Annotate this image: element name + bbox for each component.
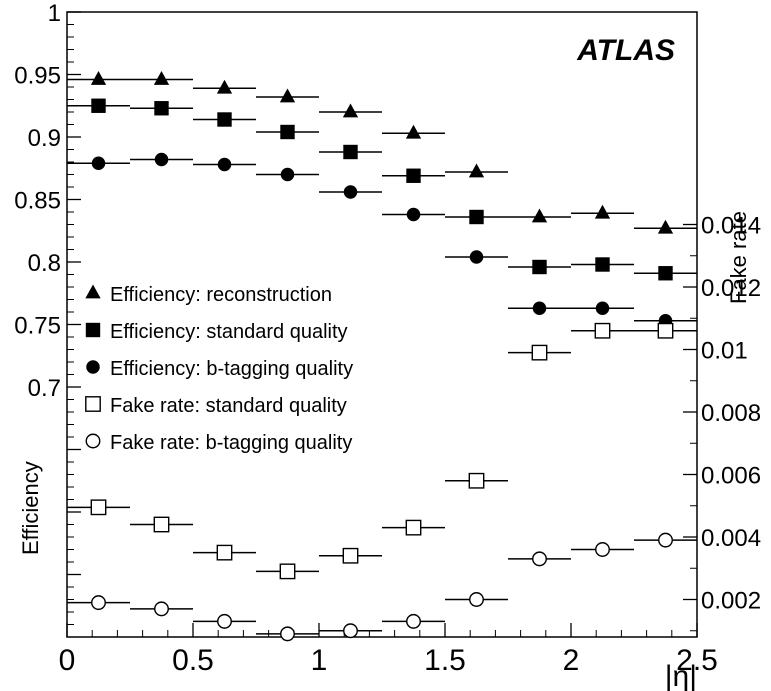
x-tick-label: 2 bbox=[563, 644, 580, 677]
data-point bbox=[343, 623, 358, 639]
axes: 0 0.5 1 1.5 2 2.5 0.7 0.75 0.8 0.85 0.9 0.95 1 0.002 0… bbox=[14, 0, 761, 677]
y-axis-right-label: Fake rate bbox=[726, 211, 751, 304]
data-point bbox=[405, 124, 422, 139]
series-filled-square bbox=[67, 98, 697, 281]
x-tick-label: 0 bbox=[59, 644, 76, 677]
data-series bbox=[67, 70, 697, 642]
y-right-tick-label: 0.002 bbox=[701, 588, 761, 615]
legend-marker bbox=[85, 433, 101, 449]
y-right-tick-label: 0.004 bbox=[701, 525, 761, 552]
series-filled-circle bbox=[67, 152, 697, 328]
series-open-square bbox=[67, 322, 697, 580]
y-left-tick-label: 0.7 bbox=[28, 375, 61, 402]
data-point bbox=[532, 551, 547, 567]
x-tick-label: 2.5 bbox=[676, 644, 718, 677]
data-point bbox=[154, 601, 169, 617]
data-point bbox=[595, 542, 610, 557]
y-right-tick-label: 0.006 bbox=[701, 463, 761, 490]
data-point bbox=[342, 547, 359, 564]
legend-item: Fake rate: standard quality bbox=[85, 395, 347, 417]
data-point bbox=[279, 563, 296, 580]
data-point bbox=[531, 208, 548, 223]
y-left-tick-label: 0.75 bbox=[14, 313, 61, 340]
legend-label: Fake rate: b-tagging quality bbox=[110, 432, 352, 454]
y-left-tick-label: 0.95 bbox=[14, 63, 61, 90]
data-point bbox=[406, 613, 421, 629]
data-point bbox=[595, 257, 610, 272]
y-left-tick-label: 1 bbox=[48, 0, 61, 27]
legend-item: Efficiency: reconstruction bbox=[85, 284, 332, 306]
data-point bbox=[594, 204, 611, 219]
legend-marker bbox=[86, 360, 100, 374]
legend: Efficiency: reconstruction Efficiency: st… bbox=[85, 284, 353, 454]
x-axis-label: |η| bbox=[665, 660, 697, 691]
data-point bbox=[280, 626, 295, 642]
series-open-circle bbox=[67, 532, 697, 642]
data-point bbox=[280, 124, 295, 140]
legend-marker bbox=[85, 322, 101, 338]
data-point bbox=[405, 519, 422, 536]
legend-item: Efficiency: b-tagging quality bbox=[86, 358, 353, 380]
y-left-tick-label: 0.85 bbox=[14, 188, 61, 215]
data-point bbox=[217, 112, 232, 127]
legend-label: Efficiency: reconstruction bbox=[110, 284, 332, 306]
atlas-label: ATLAS bbox=[576, 34, 675, 67]
y-right-tick-label: 0.014 bbox=[701, 213, 761, 240]
legend-label: Efficiency: b-tagging quality bbox=[110, 358, 353, 380]
data-point bbox=[657, 322, 674, 339]
data-point bbox=[406, 168, 421, 183]
data-point bbox=[594, 322, 611, 339]
y-right-tick-label: 0.012 bbox=[701, 275, 761, 302]
series-filled-triangle bbox=[67, 70, 697, 234]
data-point bbox=[217, 613, 232, 629]
data-point bbox=[90, 499, 107, 516]
y-left-tick-label: 0.8 bbox=[28, 250, 61, 277]
data-point bbox=[657, 219, 674, 234]
x-tick-label: 1 bbox=[311, 644, 328, 677]
data-point bbox=[90, 70, 107, 85]
data-point bbox=[91, 98, 106, 113]
data-point bbox=[468, 163, 485, 178]
y-axis-left-label: Efficiency bbox=[18, 461, 43, 555]
data-point bbox=[532, 301, 547, 315]
data-point bbox=[469, 209, 484, 225]
data-point bbox=[279, 88, 296, 103]
data-point bbox=[216, 79, 233, 94]
legend-label: Fake rate: standard quality bbox=[110, 395, 347, 417]
data-point bbox=[343, 185, 358, 199]
data-point bbox=[658, 266, 673, 281]
x-tick-label: 1.5 bbox=[424, 644, 466, 677]
data-point bbox=[531, 344, 548, 361]
data-point bbox=[280, 167, 295, 182]
data-point bbox=[343, 144, 358, 160]
legend-label: Efficiency: standard quality bbox=[110, 321, 348, 343]
data-point bbox=[469, 592, 484, 607]
data-point bbox=[153, 70, 170, 85]
data-point bbox=[216, 544, 233, 561]
y-right-tick-label: 0.01 bbox=[701, 338, 748, 365]
y-right-tick-label: 0.008 bbox=[701, 400, 761, 427]
data-point bbox=[154, 101, 169, 116]
data-point bbox=[217, 157, 232, 172]
legend-marker bbox=[85, 396, 101, 412]
data-point bbox=[595, 301, 610, 315]
x-tick-label: 0.5 bbox=[172, 644, 214, 677]
data-point bbox=[469, 250, 484, 264]
data-point bbox=[406, 207, 421, 222]
data-point bbox=[532, 259, 547, 275]
data-point bbox=[342, 103, 359, 118]
data-point bbox=[658, 532, 673, 548]
legend-item: Fake rate: b-tagging quality bbox=[85, 432, 352, 454]
data-point bbox=[468, 472, 485, 489]
legend-marker bbox=[85, 284, 101, 299]
data-point bbox=[154, 152, 169, 167]
data-point bbox=[153, 516, 170, 533]
legend-item: Efficiency: standard quality bbox=[85, 321, 348, 343]
data-point bbox=[91, 156, 106, 170]
y-left-tick-label: 0.9 bbox=[28, 125, 61, 152]
data-point bbox=[91, 595, 106, 611]
